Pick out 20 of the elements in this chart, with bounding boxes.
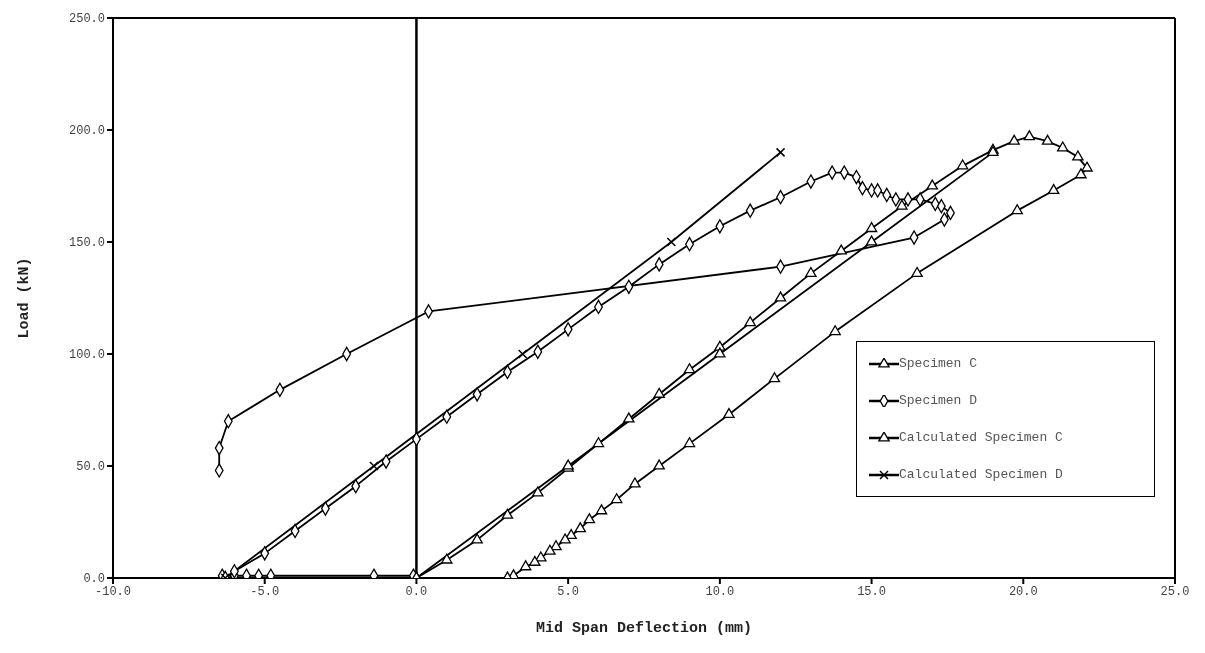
x-axis-title: Mid Span Deflection (mm) xyxy=(535,620,753,637)
x-tick-label: 10.0 xyxy=(705,584,735,599)
x-tick-label: 15.0 xyxy=(857,584,886,599)
y-tick-label: 250.0 xyxy=(68,12,105,27)
x-tick-label: -10.0 xyxy=(94,584,132,599)
x-tick-label: 5.0 xyxy=(557,584,579,599)
legend-label: Calculated Specimen C xyxy=(899,430,1063,445)
y-axis-title: Load (kN) xyxy=(16,257,34,339)
legend-label: Calculated Specimen D xyxy=(899,467,1063,482)
legend-label: Specimen C xyxy=(899,356,978,371)
y-tick-label: 200.0 xyxy=(68,124,105,139)
y-tick-label: 100.0 xyxy=(68,348,105,363)
x-tick-label: 20.0 xyxy=(1008,584,1038,599)
x-tick-label: 25.0 xyxy=(1160,584,1190,599)
y-tick-label: 50.0 xyxy=(76,460,105,475)
y-tick-label: 0.0 xyxy=(83,572,105,587)
x-tick-label: -5.0 xyxy=(250,584,280,599)
x-tick-label: 0.0 xyxy=(405,584,428,599)
legend-label: Specimen D xyxy=(899,393,978,408)
y-tick-label: 150.0 xyxy=(68,236,105,251)
